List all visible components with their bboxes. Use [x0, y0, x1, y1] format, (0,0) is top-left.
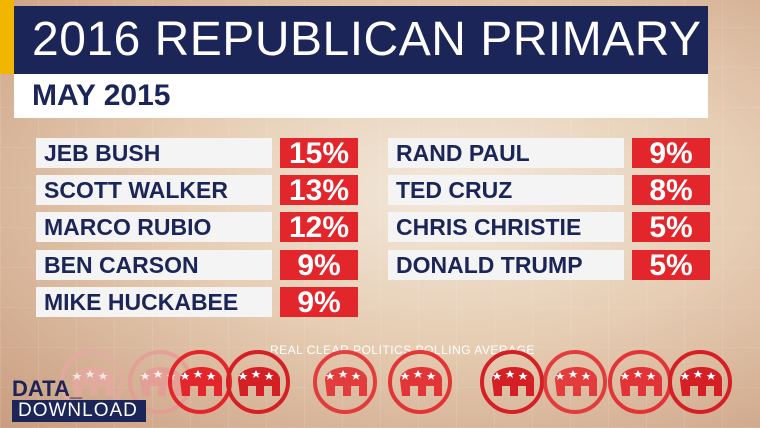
candidate-percent: 9%: [280, 250, 358, 281]
candidate-name: RAND PAUL: [388, 138, 624, 168]
gop-elephant-icon: [313, 350, 377, 414]
candidate-percent: 9%: [280, 287, 358, 318]
logo-data-text: DATA_: [12, 376, 83, 401]
gop-elephant-icon: [543, 350, 607, 414]
candidate-percent: 12%: [280, 212, 358, 243]
candidate-percent: 5%: [632, 212, 710, 243]
page-title: 2016 REPUBLICAN PRIMARY: [14, 6, 708, 74]
candidate-name: MIKE HUCKABEE: [36, 287, 272, 317]
candidate-name: DONALD TRUMP: [388, 250, 624, 280]
gop-elephant-icon: [226, 350, 290, 414]
candidate-percent: 9%: [632, 138, 710, 169]
gop-elephant-icon: [480, 350, 544, 414]
gop-elephant-icon: [608, 350, 672, 414]
candidate-percent: 5%: [632, 250, 710, 281]
page-subtitle: MAY 2015: [14, 74, 708, 118]
candidate-name: TED CRUZ: [388, 175, 624, 205]
candidate-percent: 13%: [280, 175, 358, 206]
candidate-name: BEN CARSON: [36, 250, 272, 280]
gop-elephant-icon: [388, 350, 452, 414]
candidate-name: CHRIS CHRISTIE: [388, 212, 624, 242]
candidate-percent: 15%: [280, 138, 358, 169]
accent-bar: [0, 0, 14, 74]
logo-download-text: DOWNLOAD: [12, 400, 146, 422]
candidate-percent: 8%: [632, 175, 710, 206]
candidate-name: JEB BUSH: [36, 138, 272, 168]
gop-elephant-icon: [668, 350, 732, 414]
candidate-name: MARCO RUBIO: [36, 212, 272, 242]
candidate-name: SCOTT WALKER: [36, 175, 272, 205]
